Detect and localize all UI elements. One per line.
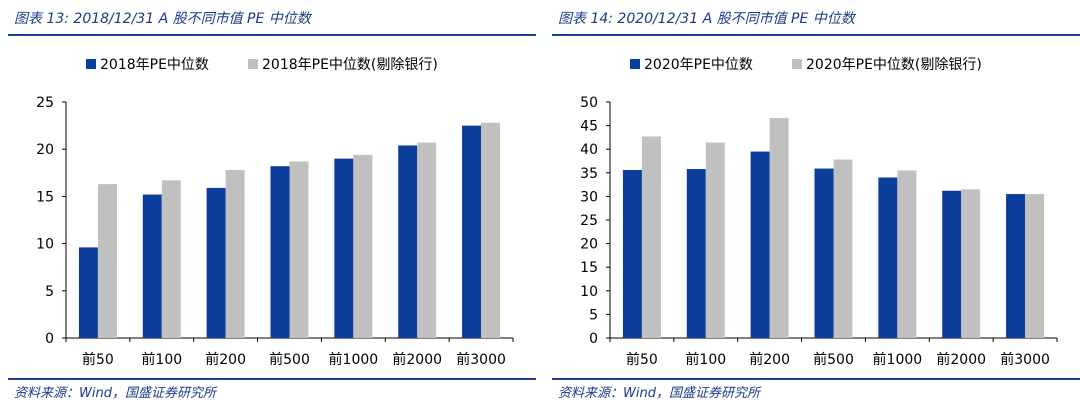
bar [897,170,917,338]
y-tick-label: 5 [45,284,54,300]
bar [833,159,853,338]
bar [142,194,162,338]
source-divider [8,378,536,380]
y-tick-label: 35 [580,166,598,182]
x-tick-label: 前200 [205,351,246,368]
bar [1006,194,1026,338]
legend-label: 2020年PE中位数(剔除银行) [806,57,982,73]
bar [398,145,418,338]
chart-title: 图表 14: 2020/12/31 A 股不同市值 PE 中位数 [558,11,855,27]
y-tick-label: 45 [580,119,598,135]
title-divider [552,34,1080,36]
bar [705,142,725,338]
legend-swatch [86,59,96,69]
legend-swatch [792,59,802,69]
x-tick-label: 前2000 [392,351,442,368]
bar [417,142,437,338]
bar [161,180,181,338]
legend-label: 2018年PE中位数(剔除银行) [262,57,438,73]
bar [289,161,309,338]
x-tick-label: 前1000 [873,351,923,368]
legend-label: 2020年PE中位数 [644,57,753,73]
bar [961,189,981,338]
bar-chart-2018: 2018年PE中位数 2018年PE中位数(剔除银行) 0 5 10 15 20 25 前50 前… [36,57,514,368]
bar [97,184,117,338]
x-tick-label: 前100 [685,351,726,368]
bar [622,169,642,338]
x-tick-label: 前3000 [456,351,506,368]
legend-swatch [248,59,258,69]
bar [353,154,373,338]
bar [481,122,501,338]
x-tick-label: 前500 [269,351,310,368]
bar [225,169,245,338]
y-tick-label: 25 [580,213,598,229]
y-tick-label: 5 [589,307,598,323]
bar [750,151,770,338]
bar [686,169,706,338]
bar [334,158,354,338]
bar [78,247,98,338]
y-tick-label: 30 [580,189,598,205]
y-tick-label: 50 [580,95,598,111]
chart-source: 资料来源：Wind，国盛证券研究所 [558,386,760,401]
x-tick-label: 前50 [82,351,114,368]
y-tick-label: 10 [580,284,598,300]
x-tick-label: 前3000 [1000,351,1050,368]
bar [814,168,834,338]
y-tick-label: 20 [36,142,54,158]
legend-label: 2018年PE中位数 [100,57,209,73]
y-tick-label: 0 [589,331,598,347]
bar-chart-2020: 2020年PE中位数 2020年PE中位数(剔除银行) 0 5 10 15 20 25 30 35… [580,57,1058,368]
bar [206,187,226,338]
bar [270,166,290,338]
chart-title: 图表 13: 2018/12/31 A 股不同市值 PE 中位数 [14,11,311,27]
legend-swatch [630,59,640,69]
chart-source: 资料来源：Wind，国盛证券研究所 [14,386,216,401]
chart-panel-2018: 图表 13: 2018/12/31 A 股不同市值 PE 中位数 2018年PE… [8,0,536,407]
y-tick-label: 15 [580,260,598,276]
y-tick-label: 15 [36,189,54,205]
x-tick-label: 前500 [813,351,854,368]
source-divider [552,378,1080,380]
x-tick-label: 前50 [626,351,658,368]
x-tick-label: 前1000 [329,351,379,368]
y-tick-label: 10 [36,237,54,253]
bar [878,177,898,338]
y-tick-label: 40 [580,142,598,158]
bar [769,118,789,338]
bar [641,136,661,338]
title-divider [8,34,536,36]
y-tick-label: 20 [580,237,598,253]
x-tick-label: 前200 [749,351,790,368]
bar [1025,194,1045,338]
x-tick-label: 前2000 [936,351,986,368]
chart-panel-2020: 图表 14: 2020/12/31 A 股不同市值 PE 中位数 2020年PE… [552,0,1080,407]
bar [942,190,962,338]
bar [462,125,482,338]
y-tick-label: 25 [36,95,54,111]
y-tick-label: 0 [45,331,54,347]
x-tick-label: 前100 [141,351,182,368]
